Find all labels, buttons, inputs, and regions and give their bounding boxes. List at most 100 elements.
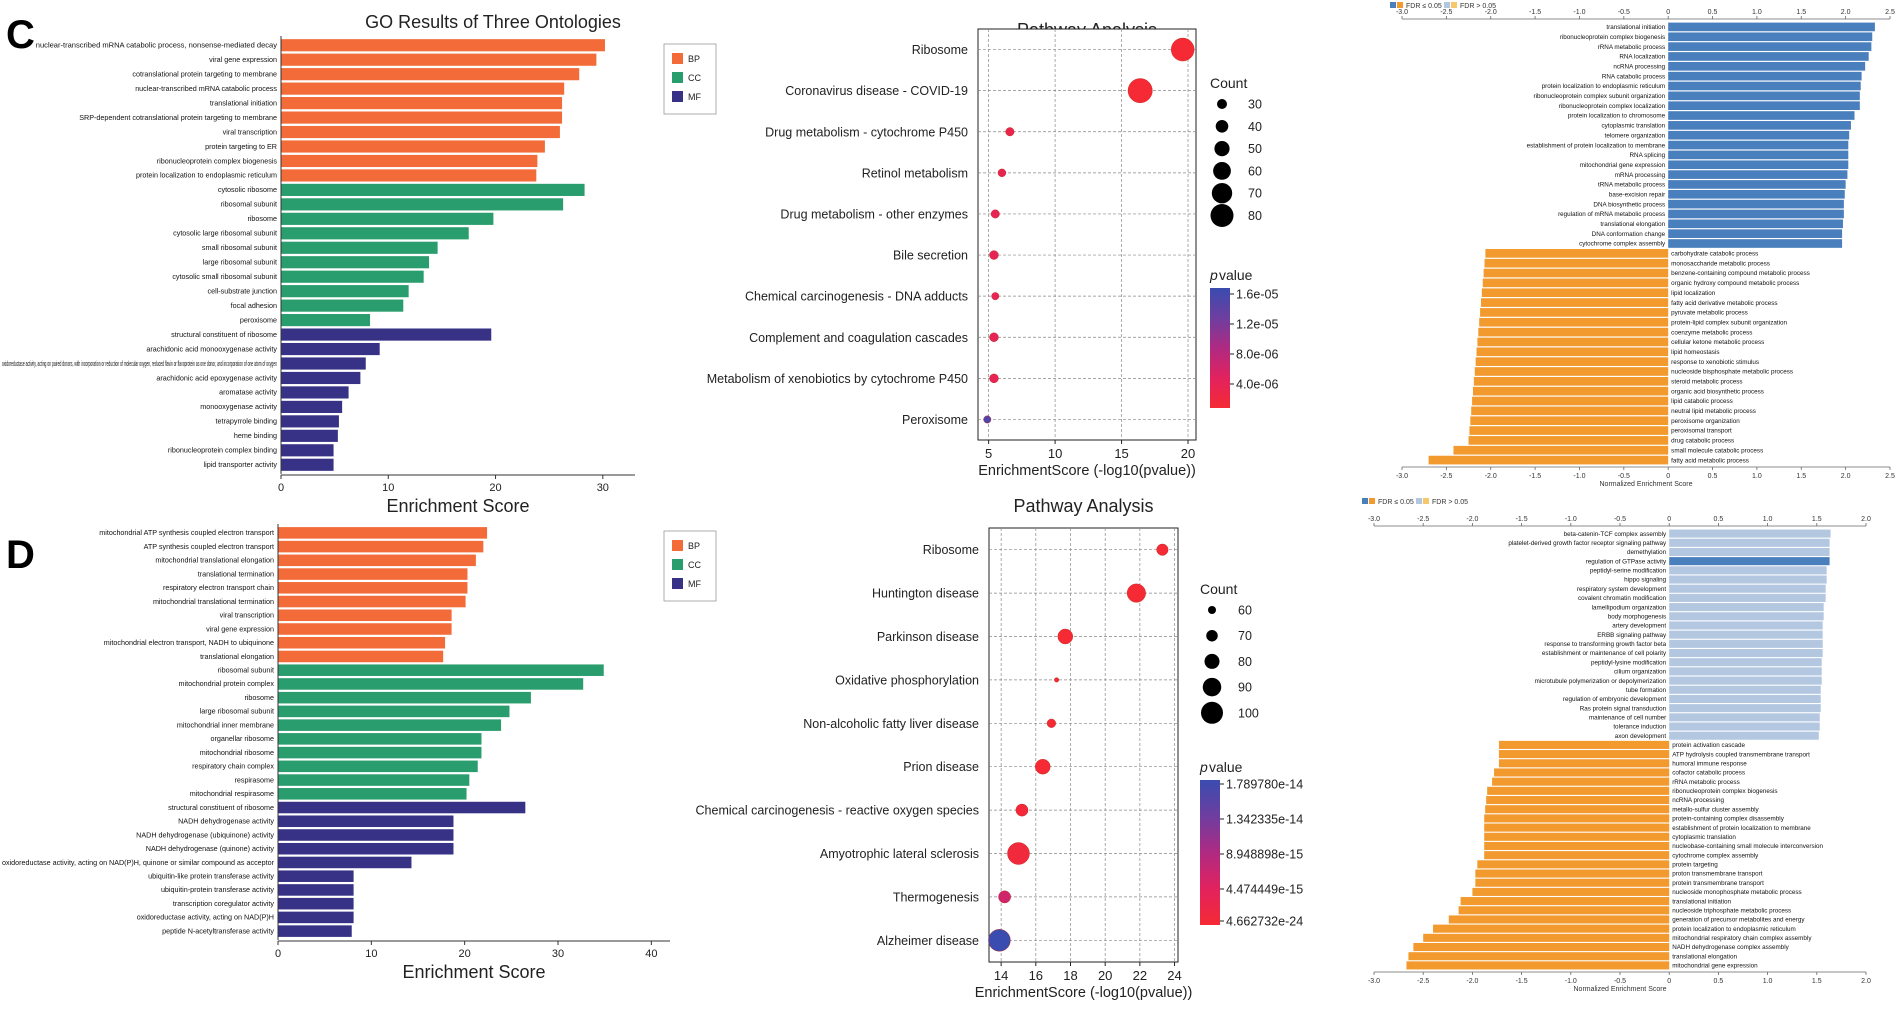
gsea-c-category-label: carbohydrate catabolic process bbox=[1671, 251, 1758, 258]
go-c-category-label: nuclear-transcribed mRNA catabolic proce… bbox=[36, 41, 278, 50]
pathway-d-size-legend-title: Count bbox=[1200, 581, 1237, 597]
gsea-d-x-tick-label: 0 bbox=[1667, 516, 1671, 523]
pathway-d-size-legend-label: 60 bbox=[1238, 604, 1252, 618]
gsea-d-category-label: rRNA metabolic process bbox=[1672, 779, 1740, 786]
go-d-bar bbox=[278, 884, 354, 896]
gsea-c-bar bbox=[1473, 376, 1669, 386]
gsea-d-legend-swatch bbox=[1423, 498, 1429, 504]
go-d-bar bbox=[278, 856, 412, 869]
gsea-d-bar bbox=[1669, 566, 1827, 575]
go-d-category-label: translational elongation bbox=[200, 652, 274, 661]
gsea-d-x-tick-label: 0 bbox=[1667, 978, 1671, 985]
gsea-c-category-label: ribonucleoprotein complex subunit organi… bbox=[1534, 93, 1666, 100]
gsea-c-bar bbox=[1472, 396, 1669, 406]
pathway-d-colorbar-label: 1.789780e-14 bbox=[1226, 778, 1303, 792]
pathway-d-category-label: Ribosome bbox=[923, 543, 979, 557]
pathway-c-category-label: Chemical carcinogenesis - DNA adducts bbox=[745, 290, 968, 304]
pathway-d-x-tick-label: 18 bbox=[1063, 968, 1077, 983]
gsea-c-bar bbox=[1668, 229, 1843, 238]
gsea-c-legend-swatch bbox=[1444, 2, 1450, 8]
gsea-d-x-tick-label: 1.0 bbox=[1763, 978, 1773, 985]
go-c-bar bbox=[281, 82, 565, 95]
go-c-category-label: focal adhesion bbox=[231, 301, 277, 310]
go-c-x-tick-label: 20 bbox=[489, 482, 501, 494]
gsea-d-x-tick-label: -1.0 bbox=[1565, 516, 1577, 523]
gsea-d-category-label: regulation of embryonic development bbox=[1563, 696, 1667, 703]
pathway-c-category-label: Retinol metabolism bbox=[862, 166, 968, 180]
gsea-c-x-tick-label: 2.0 bbox=[1841, 9, 1851, 16]
gsea-d-bar bbox=[1669, 621, 1823, 630]
gsea-c-x-tick-label: -1.0 bbox=[1573, 9, 1585, 16]
gsea-c-category-label: cellular ketone metabolic process bbox=[1671, 339, 1764, 346]
pathway-c-size-legend-label: 80 bbox=[1248, 209, 1262, 223]
go-c-bar bbox=[281, 39, 605, 52]
panel-label-c: C bbox=[6, 13, 35, 57]
pathway-c-size-legend-dot bbox=[1217, 99, 1227, 109]
gsea-d-bar bbox=[1498, 759, 1670, 768]
go-d-x-tick-label: 10 bbox=[365, 948, 377, 960]
gsea-d-category-label: axon development bbox=[1615, 733, 1667, 740]
gsea-c-x-tick-label: 0 bbox=[1666, 9, 1670, 16]
pathway-c-size-legend-dot bbox=[1213, 162, 1231, 180]
go-d-category-label: ATP synthesis coupled electron transport bbox=[144, 542, 274, 551]
gsea-c-bar bbox=[1469, 426, 1669, 435]
go-c-category-label: cell-substrate junction bbox=[207, 286, 277, 295]
gsea-c-x-tick-label: -1.5 bbox=[1529, 9, 1541, 16]
gsea-d-bar bbox=[1484, 832, 1670, 841]
gsea-c-bar bbox=[1668, 160, 1849, 170]
gsea-d-bar bbox=[1669, 667, 1822, 676]
gsea-c-x-tick-label: 0 bbox=[1666, 473, 1670, 480]
gsea-c-bar bbox=[1453, 445, 1669, 455]
gsea-d-bar bbox=[1669, 575, 1827, 584]
pathway-d-category-label: Oxidative phosphorylation bbox=[835, 673, 979, 687]
go-d-category-label: mitochondrial protein complex bbox=[179, 679, 275, 688]
go-d-x-tick-label: 0 bbox=[275, 948, 281, 960]
gsea-c-category-label: peroxisome organization bbox=[1671, 418, 1740, 425]
pathway-c-colorbar-label: 4.0e-06 bbox=[1236, 378, 1278, 392]
gsea-c-category-label: translational initiation bbox=[1606, 24, 1665, 31]
gsea-c-category-label: fatty acid derivative metabolic process bbox=[1671, 300, 1777, 307]
gsea-c-bar bbox=[1668, 121, 1851, 130]
pathway-c-colorbar-label: 8.0e-06 bbox=[1236, 348, 1278, 362]
pathway-d-bubble bbox=[998, 890, 1011, 904]
gsea-c-x-tick-label: -2.5 bbox=[1440, 9, 1452, 16]
go-d-x-tick-label: 20 bbox=[459, 948, 471, 960]
gsea-d-bar bbox=[1484, 841, 1670, 851]
go-d-bar bbox=[278, 650, 444, 663]
pathway-c-size-legend-label: 30 bbox=[1248, 98, 1262, 112]
go-c-bar bbox=[281, 415, 339, 428]
go-d-category-label: mitochondrial electron transport, NADH t… bbox=[104, 638, 274, 647]
gsea-c-category-label: ribonucleoprotein complex localization bbox=[1559, 103, 1666, 110]
gsea-c-x-tick-label: -2.0 bbox=[1485, 9, 1497, 16]
gsea-d-x-tick-label: -0.5 bbox=[1614, 516, 1626, 523]
gsea-d-x-tick-label: 0.5 bbox=[1714, 516, 1724, 523]
pathway-c-colorbar-label: 1.2e-05 bbox=[1236, 318, 1278, 332]
gsea-d-category-label: nucleobase-containing small molecule int… bbox=[1672, 843, 1823, 850]
go-c-category-label: ribonucleoprotein complex binding bbox=[168, 446, 277, 455]
go-c-category-label: small ribosomal subunit bbox=[202, 243, 277, 252]
pathway-d-title: Pathway Analysis bbox=[1013, 496, 1153, 516]
gsea-d-category-label: hippo signaling bbox=[1624, 577, 1667, 584]
pathway-d-colorbar-label: 4.662732e-24 bbox=[1226, 915, 1303, 929]
go-c-bar bbox=[281, 140, 545, 153]
go-d-category-label: mitochondrial respirasome bbox=[190, 789, 274, 798]
gsea-c-bar bbox=[1668, 140, 1849, 150]
go-c-category-label: structural constituent of ribosome bbox=[171, 330, 277, 339]
gsea-c-category-label: base-excision repair bbox=[1609, 191, 1665, 198]
go-c-bar bbox=[281, 111, 563, 124]
go-c-bar bbox=[281, 241, 438, 254]
gsea-d-x-tick-label: 2.0 bbox=[1861, 516, 1871, 523]
gsea-d-chart: FDR ≤ 0.05 FDR > 0.05 -3.0 -2.5 -2.0 -1.5 -1.0… bbox=[1362, 498, 1871, 993]
gsea-c-x-tick-label: 0.5 bbox=[1708, 9, 1718, 16]
go-c-bar bbox=[281, 169, 537, 182]
go-d-bar bbox=[278, 609, 452, 622]
go-d-category-label: oxidoreductase activity, acting on NAD(P… bbox=[2, 858, 275, 867]
gsea-c-category-label: drug catabolic process bbox=[1671, 438, 1734, 445]
gsea-d-category-label: response to transforming growth factor b… bbox=[1544, 641, 1666, 648]
go-d-bar bbox=[278, 664, 604, 676]
gsea-c-x-tick-label: -1.0 bbox=[1573, 473, 1585, 480]
go-c-legend-label: BP bbox=[688, 54, 700, 64]
pathway-c-x-axis-label: EnrichmentScore (-log10(pvalue)) bbox=[978, 463, 1196, 479]
